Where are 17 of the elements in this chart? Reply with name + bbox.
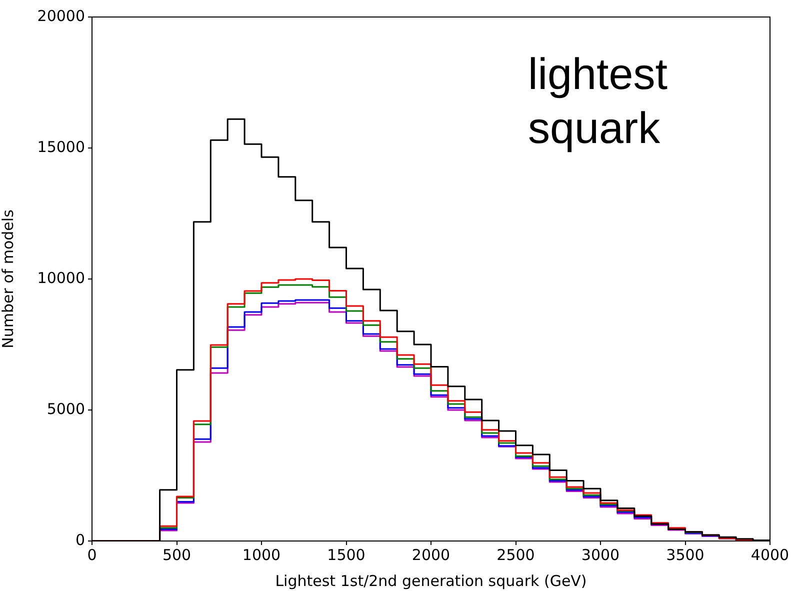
annotation: lightest squark — [528, 49, 668, 155]
x-tick-label: 1500 — [327, 546, 366, 564]
y-tick-label: 10000 — [37, 268, 85, 287]
y-tick-label: 15000 — [37, 138, 85, 156]
x-tick-label: 0 — [87, 546, 97, 564]
x-tick-label: 2500 — [496, 546, 535, 564]
x-tick-label: 1000 — [242, 546, 281, 564]
x-tick-label: 4000 — [750, 546, 790, 564]
y-axis-title: Number of models — [0, 209, 17, 348]
x-axis-title: Lightest 1st/2nd generation squark (GeV) — [275, 572, 587, 590]
x-tick-label: 2000 — [412, 546, 450, 564]
x-tick-label: 3000 — [581, 546, 620, 564]
y-tick-label: 0 — [75, 530, 85, 549]
y-tick-label: 20000 — [37, 6, 85, 25]
x-tick-label: 3500 — [666, 546, 704, 564]
x-tick-label: 500 — [162, 546, 192, 564]
y-tick-label: 5000 — [46, 400, 85, 418]
